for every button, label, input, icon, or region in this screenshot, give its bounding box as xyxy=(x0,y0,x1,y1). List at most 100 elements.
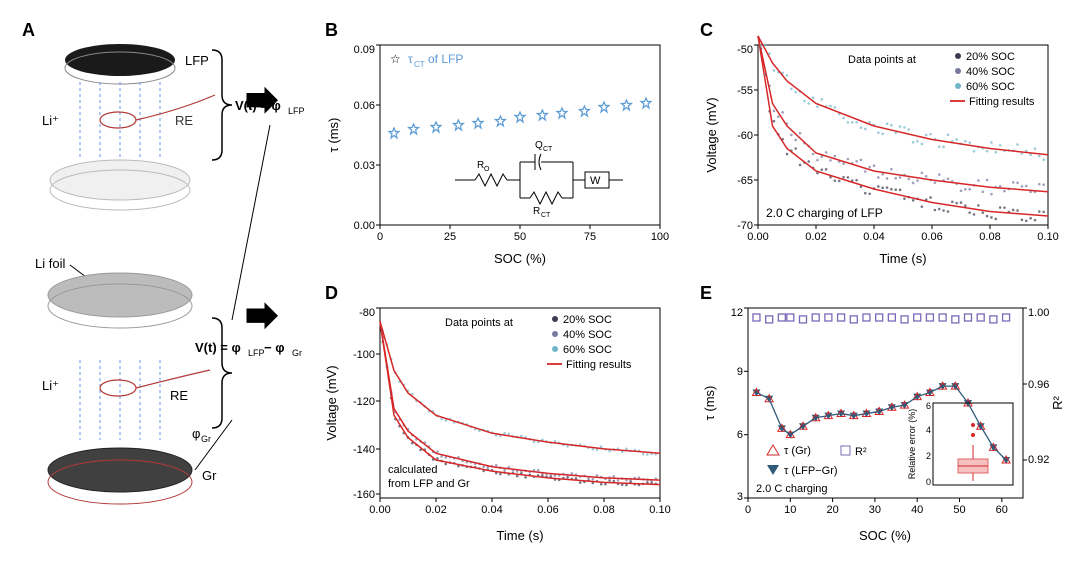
svg-text:φ: φ xyxy=(192,426,200,441)
svg-text:0.09: 0.09 xyxy=(354,44,375,56)
svg-text:-120: -120 xyxy=(353,396,375,408)
svg-text:0.06: 0.06 xyxy=(537,504,558,516)
svg-text:-55: -55 xyxy=(737,85,753,97)
svg-text:-100: -100 xyxy=(353,349,375,361)
svg-text:-60: -60 xyxy=(737,130,753,142)
svg-text:RE: RE xyxy=(175,113,193,128)
panel-b-chart: ☆ τ CT of LFP 0.00 0.03 0.06 0.09 0 25 5… xyxy=(320,35,690,270)
svg-text:0.10: 0.10 xyxy=(649,504,670,516)
svg-text:0.04: 0.04 xyxy=(481,504,502,516)
panel-a-schematic: LFP Li⁺ RE Li foil Li⁺ RE Gr V(t) = φ LF… xyxy=(20,30,310,540)
svg-text:0.92: 0.92 xyxy=(1028,454,1049,466)
svg-text:0.00: 0.00 xyxy=(747,231,768,243)
svg-text:O: O xyxy=(484,166,490,173)
panel-e-chart: 36912 0.920.961.00 0102030405060 τ (Gr) … xyxy=(700,298,1070,548)
svg-text:-140: -140 xyxy=(353,444,375,456)
svg-text:Relative error (%): Relative error (%) xyxy=(907,409,917,480)
svg-text:CT: CT xyxy=(414,60,425,69)
svg-text:-50: -50 xyxy=(737,44,753,56)
svg-text:RE: RE xyxy=(170,388,188,403)
svg-text:100: 100 xyxy=(651,231,669,243)
svg-text:30: 30 xyxy=(869,504,881,516)
svg-text:SOC (%): SOC (%) xyxy=(859,528,911,543)
svg-text:of LFP: of LFP xyxy=(428,52,463,66)
svg-text:Time (s): Time (s) xyxy=(879,251,926,266)
svg-text:0.06: 0.06 xyxy=(354,100,375,112)
svg-text:2: 2 xyxy=(926,451,931,461)
svg-text:V(t) = φ: V(t) = φ xyxy=(195,340,241,355)
svg-text:τ (Gr): τ (Gr) xyxy=(784,445,811,457)
panel-d-chart: -160 -140 -120 -100 -80 0.00 0.02 0.04 0.06… xyxy=(320,298,690,548)
svg-text:R²: R² xyxy=(855,446,867,458)
svg-text:R²: R² xyxy=(1050,395,1065,409)
svg-text:0.08: 0.08 xyxy=(979,231,1000,243)
svg-text:-160: -160 xyxy=(353,489,375,501)
svg-text:10: 10 xyxy=(784,504,796,516)
svg-text:0.03: 0.03 xyxy=(354,160,375,172)
svg-text:9: 9 xyxy=(737,366,743,378)
svg-text:τ: τ xyxy=(408,52,413,66)
svg-text:25: 25 xyxy=(444,231,456,243)
svg-text:Li foil: Li foil xyxy=(35,256,65,271)
svg-text:τ (ms): τ (ms) xyxy=(326,118,341,153)
svg-text:0: 0 xyxy=(745,504,751,516)
svg-text:0: 0 xyxy=(926,477,931,487)
svg-text:0.08: 0.08 xyxy=(593,504,614,516)
svg-text:Time (s): Time (s) xyxy=(496,528,543,543)
svg-text:-80: -80 xyxy=(359,307,375,319)
svg-text:2.0 C charging: 2.0 C charging xyxy=(756,483,828,495)
svg-text:4: 4 xyxy=(926,425,931,435)
svg-text:CT: CT xyxy=(543,146,553,153)
svg-text:☆: ☆ xyxy=(390,52,401,66)
svg-text:6: 6 xyxy=(926,401,931,411)
svg-text:0.06: 0.06 xyxy=(921,231,942,243)
svg-text:0.02: 0.02 xyxy=(425,504,446,516)
svg-text:0.96: 0.96 xyxy=(1028,379,1049,391)
svg-text:Fitting results: Fitting results xyxy=(566,359,632,371)
svg-text:Gr: Gr xyxy=(202,468,217,483)
svg-text:0.04: 0.04 xyxy=(863,231,884,243)
svg-text:75: 75 xyxy=(584,231,596,243)
svg-text:0: 0 xyxy=(377,231,383,243)
svg-text:-65: -65 xyxy=(737,175,753,187)
svg-text:from LFP and Gr: from LFP and Gr xyxy=(388,478,470,490)
svg-text:60% SOC: 60% SOC xyxy=(563,344,612,356)
svg-text:50: 50 xyxy=(514,231,526,243)
svg-text:Voltage (mV): Voltage (mV) xyxy=(324,365,339,440)
svg-text:SOC (%): SOC (%) xyxy=(494,251,546,266)
svg-text:Li⁺: Li⁺ xyxy=(42,113,59,128)
svg-text:6: 6 xyxy=(737,429,743,441)
svg-text:LFP: LFP xyxy=(248,348,265,358)
svg-text:20: 20 xyxy=(826,504,838,516)
svg-text:50: 50 xyxy=(953,504,965,516)
svg-text:1.00: 1.00 xyxy=(1028,307,1049,319)
svg-text:LFP: LFP xyxy=(185,53,209,68)
svg-text:Q: Q xyxy=(535,140,543,151)
svg-text:CT: CT xyxy=(541,212,551,219)
svg-text:0.10: 0.10 xyxy=(1037,231,1058,243)
svg-text:2.0 C charging of LFP: 2.0 C charging of LFP xyxy=(766,206,883,220)
svg-text:τ (LFP−Gr): τ (LFP−Gr) xyxy=(784,465,838,477)
svg-text:60: 60 xyxy=(996,504,1008,516)
svg-text:calculated: calculated xyxy=(388,464,438,476)
svg-text:Fitting results: Fitting results xyxy=(969,96,1035,108)
svg-text:40: 40 xyxy=(911,504,923,516)
svg-text:40% SOC: 40% SOC xyxy=(966,66,1015,78)
svg-text:Data points at: Data points at xyxy=(848,54,916,66)
svg-text:W: W xyxy=(590,175,601,187)
svg-text:3: 3 xyxy=(737,491,743,503)
svg-text:0.00: 0.00 xyxy=(369,504,390,516)
svg-text:Data points at: Data points at xyxy=(445,317,513,329)
svg-text:− φ: − φ xyxy=(264,340,285,355)
svg-text:Voltage (mV): Voltage (mV) xyxy=(704,97,719,172)
svg-text:0.02: 0.02 xyxy=(805,231,826,243)
svg-text:12: 12 xyxy=(731,307,743,319)
svg-text:R: R xyxy=(533,206,540,217)
svg-text:LFP: LFP xyxy=(288,106,305,116)
svg-text:τ (ms): τ (ms) xyxy=(702,386,717,421)
svg-text:40% SOC: 40% SOC xyxy=(563,329,612,341)
svg-text:20% SOC: 20% SOC xyxy=(563,314,612,326)
svg-text:Li⁺: Li⁺ xyxy=(42,378,59,393)
svg-text:Gr: Gr xyxy=(292,348,302,358)
panel-c-chart: -70 -65 -60 -55 -50 0.000.020.040.060.08… xyxy=(700,35,1070,270)
